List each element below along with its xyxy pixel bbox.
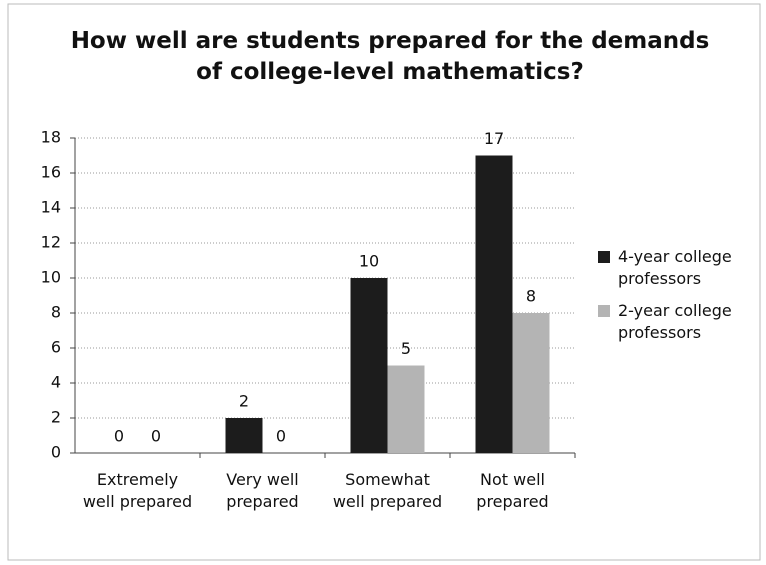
value-label: 0 (114, 427, 124, 446)
bar (475, 155, 513, 453)
x-tick-label: Extremely well prepared (82, 470, 193, 511)
value-label: 2 (239, 392, 249, 411)
y-tick-label: 8 (51, 303, 61, 322)
x-tick-label-box: Somewhat well prepared (332, 470, 443, 511)
value-label: 17 (484, 129, 504, 148)
x-tick-label: Not well prepared (476, 470, 549, 511)
bar (350, 278, 388, 453)
y-tick-label: 2 (51, 408, 61, 427)
y-tick-label: 16 (41, 163, 61, 182)
x-tick-label: Very well prepared (226, 470, 299, 511)
chart-title: How well are students prepared for the d… (70, 28, 710, 85)
frame (7, 3, 761, 561)
x-tick-label-box: Extremely well prepared (82, 470, 193, 511)
legend-label-box: 4-year college professors (618, 247, 732, 288)
legend-label: 2-year college professors (618, 301, 732, 342)
bar (387, 365, 425, 453)
x-tick-label: Somewhat well prepared (332, 470, 443, 511)
value-label: 0 (276, 427, 286, 446)
bar (225, 418, 263, 453)
y-tick-label: 12 (41, 233, 61, 252)
value-label: 5 (401, 339, 411, 358)
y-tick-label: 10 (41, 268, 61, 287)
value-label: 10 (359, 252, 379, 271)
x-tick-label-box: Very well prepared (226, 470, 299, 511)
bar (512, 313, 550, 453)
value-label: 8 (526, 287, 536, 306)
value-label: 0 (151, 427, 161, 446)
y-tick-label: 0 (51, 443, 61, 462)
legend-label: 4-year college professors (618, 247, 732, 288)
y-tick-label: 4 (51, 373, 61, 392)
y-tick-label: 6 (51, 338, 61, 357)
x-tick-label-box: Not well prepared (476, 470, 549, 511)
legend-swatch (598, 251, 610, 263)
legend-swatch (598, 305, 610, 317)
y-tick-label: 18 (41, 128, 61, 147)
legend-label-box: 2-year college professors (618, 301, 732, 342)
y-tick-label: 14 (41, 198, 61, 217)
